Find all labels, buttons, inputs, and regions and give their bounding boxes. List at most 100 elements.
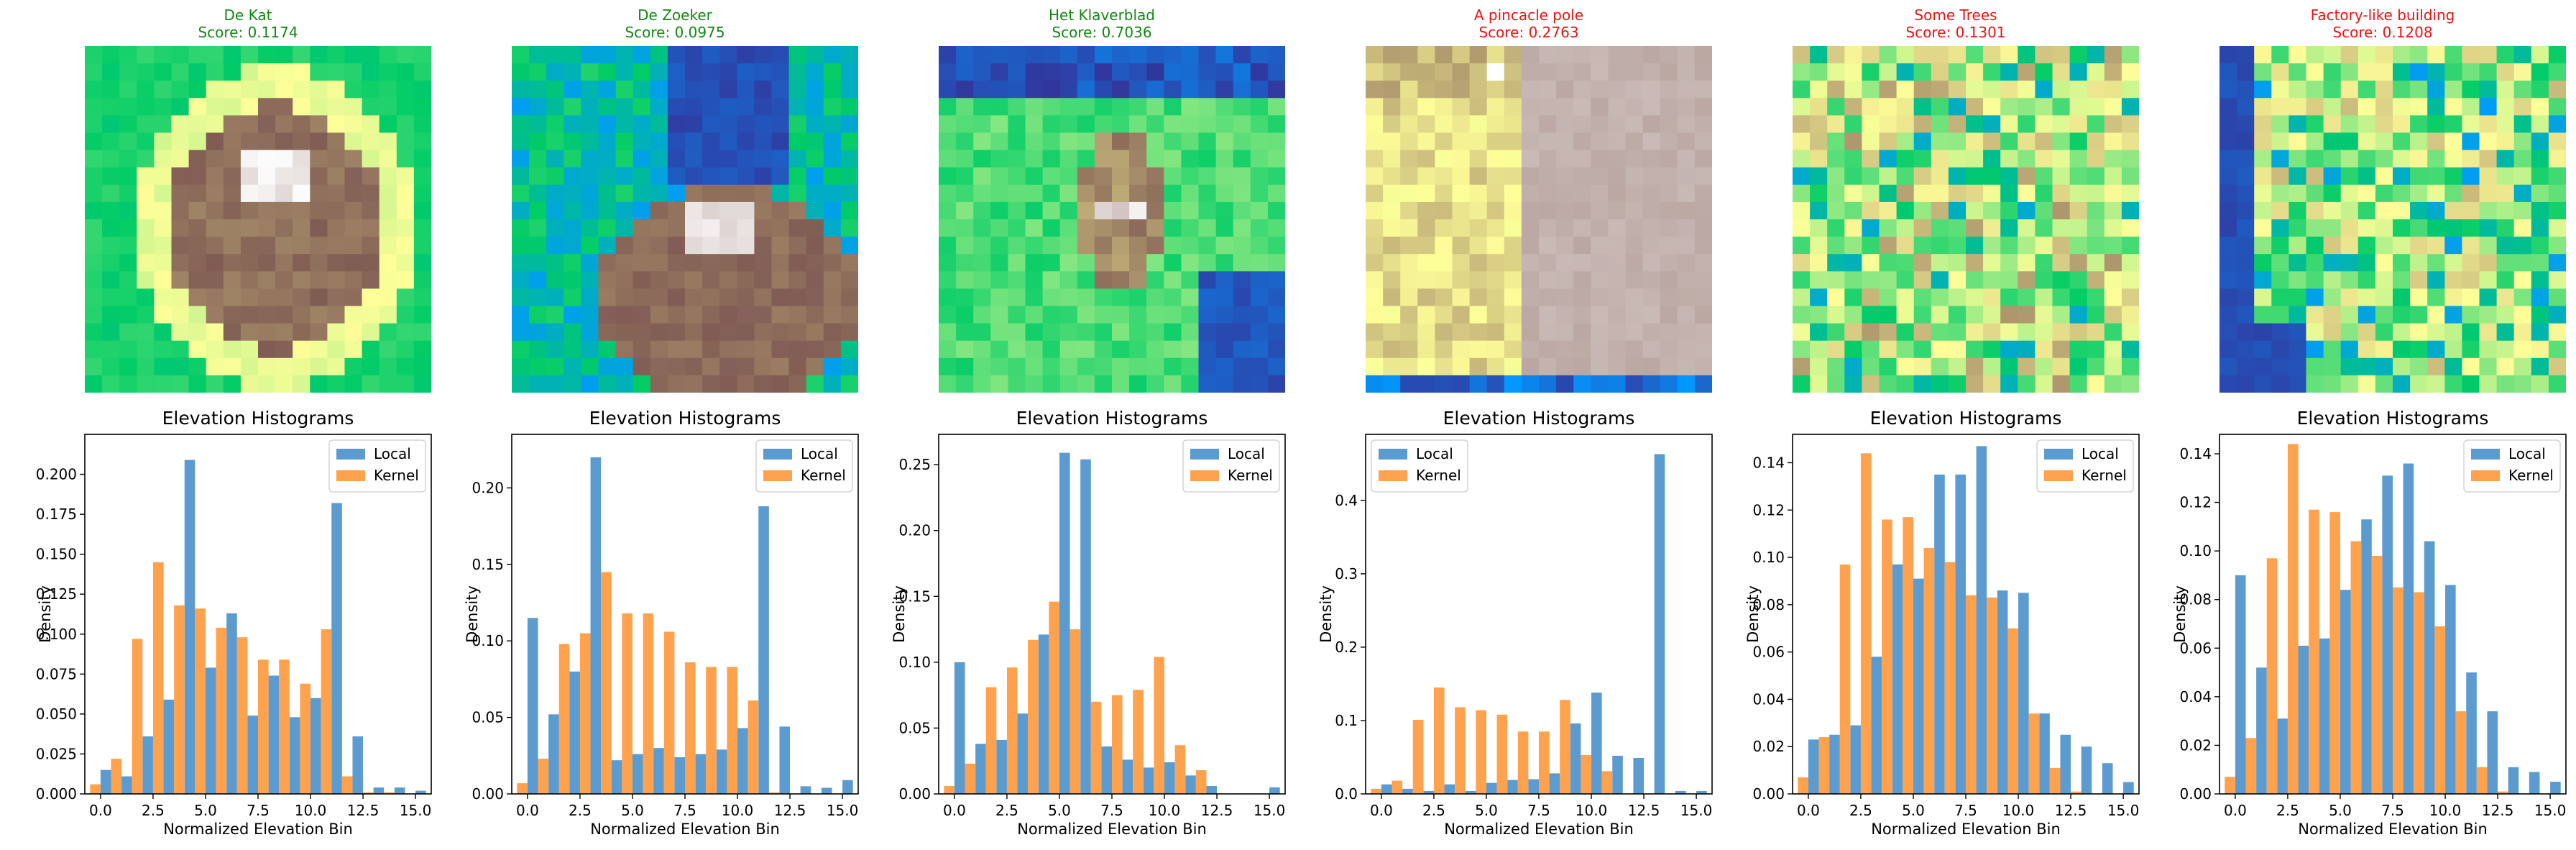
x-tick-label: 12.5	[347, 802, 380, 819]
bar-kernel	[1476, 710, 1486, 794]
heatmap-cell	[1094, 271, 1113, 289]
heatmap-cell	[2444, 115, 2462, 134]
heatmap-cell	[2340, 271, 2359, 289]
heatmap-cell	[344, 357, 363, 376]
heatmap-cell	[2444, 357, 2462, 376]
heatmap-cell	[1879, 323, 1898, 342]
heatmap-cell	[2358, 167, 2376, 186]
heatmap-cell	[102, 306, 120, 324]
heatmap-cell	[1660, 46, 1678, 64]
heatmap-cell	[2479, 323, 2498, 342]
heatmap-cell	[396, 132, 415, 151]
bar-local	[142, 736, 153, 794]
heatmap-cell	[413, 288, 431, 307]
heatmap-cell	[102, 184, 120, 203]
heatmap-cell	[206, 254, 224, 272]
heatmap-cell	[1827, 201, 1845, 220]
y-tick-label: 0.10	[898, 654, 931, 671]
heatmap-cell	[1913, 167, 1932, 186]
heatmap-cell	[2496, 306, 2515, 324]
heatmap-cell	[1625, 237, 1644, 255]
heatmap-cell	[1112, 306, 1130, 324]
heatmap-cell	[1400, 132, 1418, 151]
heatmap-cell	[1948, 81, 1966, 99]
heatmap-cell	[137, 98, 155, 116]
heatmap-cell	[206, 63, 224, 81]
heatmap-cell	[650, 46, 668, 64]
heatmap-cell	[2462, 323, 2480, 342]
heatmap-cell	[719, 375, 737, 393]
heatmap-cell	[1879, 306, 1898, 324]
heatmap-cell	[1146, 288, 1164, 307]
heatmap-cell	[1129, 167, 1147, 186]
heatmap-cell	[529, 81, 547, 99]
heatmap-cell	[1694, 271, 1712, 289]
heatmap-cell	[2513, 288, 2532, 307]
heatmap-cell	[823, 115, 842, 134]
heatmap-cell	[1793, 375, 1811, 393]
heatmap-cell	[990, 150, 1008, 168]
heatmap-cell	[823, 357, 842, 376]
heatmap-cell	[1591, 288, 1609, 307]
heatmap-cell	[685, 115, 703, 134]
heatmap-cell	[2375, 375, 2393, 393]
heatmap-cell	[702, 98, 720, 116]
heatmap-cell	[1827, 288, 1845, 307]
heatmap-cell	[581, 167, 599, 186]
heatmap-cell	[171, 288, 190, 307]
heatmap-cell	[2121, 340, 2139, 359]
heatmap-cell	[2121, 201, 2139, 220]
heatmap-cell	[702, 81, 720, 99]
heatmap-cell	[154, 237, 172, 255]
heatmap-cell	[1913, 375, 1932, 393]
heatmap-cell	[362, 323, 380, 342]
heatmap-cell	[379, 357, 397, 376]
heatmap-cell	[1913, 271, 1932, 289]
heatmap-cell	[1642, 254, 1661, 272]
heatmap-cell	[2018, 81, 2036, 99]
heatmap-cell	[1469, 150, 1488, 168]
heatmap-cell	[1400, 63, 1418, 81]
heatmap-cell	[1112, 81, 1130, 99]
heatmap-cell	[2358, 63, 2376, 81]
y-tick-label: 0.000	[36, 785, 77, 803]
heatmap-cell	[1793, 98, 1811, 116]
heatmap-cell	[1181, 306, 1200, 324]
heatmap-cell	[2306, 340, 2324, 359]
heatmap-cell	[275, 150, 293, 168]
heatmap-cell	[1452, 150, 1471, 168]
heatmap-cell	[1660, 306, 1678, 324]
heatmap-cell	[1504, 132, 1522, 151]
heatmap-cell	[2069, 237, 2088, 255]
heatmap-cell	[939, 323, 957, 342]
heatmap-cell	[413, 323, 431, 342]
heatmap-cell	[1042, 132, 1061, 151]
heatmap-cell	[840, 167, 858, 186]
heatmap-cell	[1539, 184, 1557, 203]
heatmap-cell	[2531, 219, 2549, 237]
heatmap-cell	[1896, 219, 1915, 237]
chart-title: Elevation Histograms	[1870, 408, 2062, 429]
bar-local	[2466, 672, 2477, 794]
heatmap-cell	[564, 237, 581, 255]
bar-local	[2039, 713, 2050, 794]
heatmap-cell	[2427, 254, 2445, 272]
heatmap-cell	[2548, 167, 2566, 186]
heatmap-cell	[939, 340, 957, 359]
heatmap-cell	[2052, 357, 2071, 376]
elevation-heatmap	[85, 46, 431, 393]
heatmap-cell	[240, 201, 259, 220]
heatmap-cell	[1383, 132, 1401, 151]
heatmap-cell	[1660, 63, 1678, 81]
x-tick-label: 15.0	[1680, 802, 1713, 819]
heatmap-cell	[413, 306, 431, 324]
heatmap-cell	[564, 167, 581, 186]
heatmap-cell	[2323, 81, 2342, 99]
heatmap-cell	[2513, 150, 2532, 168]
heatmap-cell	[1366, 288, 1384, 307]
heatmap-cell	[806, 167, 824, 186]
heatmap-cell	[327, 375, 346, 393]
heatmap-cell	[379, 254, 397, 272]
heatmap-cell	[2340, 132, 2359, 151]
heatmap-cell	[2220, 201, 2237, 220]
